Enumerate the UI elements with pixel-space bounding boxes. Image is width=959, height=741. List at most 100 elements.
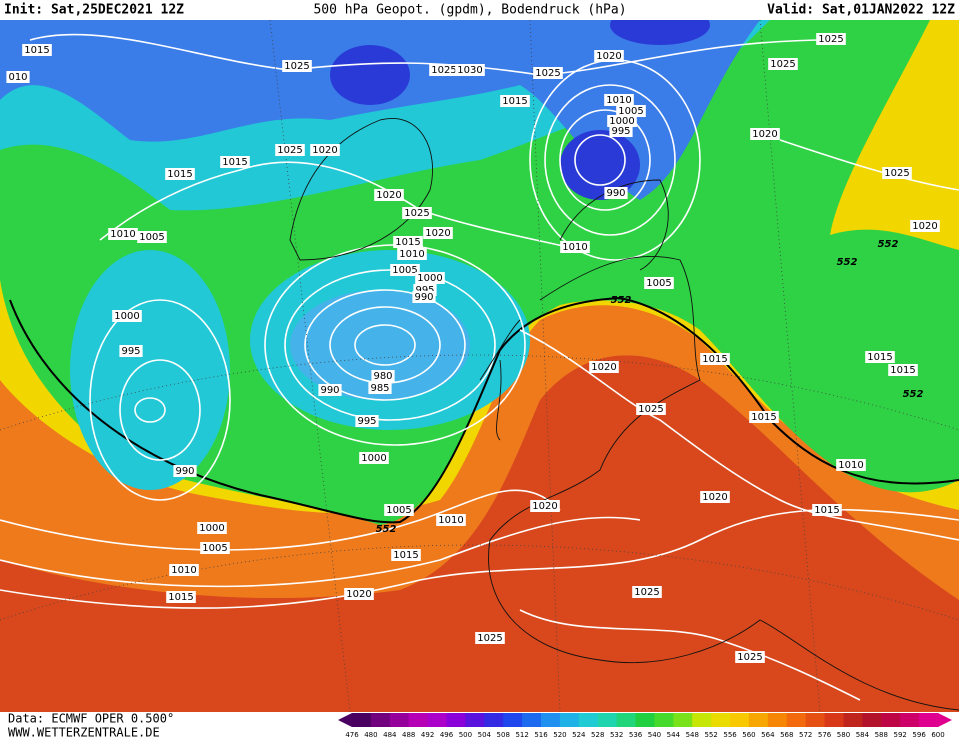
isobar-label: 1025 xyxy=(634,587,659,598)
colorbar-label: 500 xyxy=(459,731,472,739)
isobar-label: 552 xyxy=(878,239,899,250)
isobar-label: 990 xyxy=(320,385,339,396)
colorbar-swatch xyxy=(408,713,429,727)
label-box xyxy=(436,514,466,526)
label-box xyxy=(882,167,912,179)
colorbar-swatch xyxy=(805,713,826,727)
isobar-label: 1010 xyxy=(838,460,863,471)
label-box xyxy=(22,44,52,56)
label-box xyxy=(533,67,563,79)
label-box xyxy=(397,248,427,260)
label-box xyxy=(609,125,633,137)
colorbar-swatch xyxy=(673,713,693,727)
label-box xyxy=(374,189,404,201)
colorbar-label: 512 xyxy=(515,731,528,739)
isobar-label: 1025 xyxy=(431,65,456,76)
colorbar-end xyxy=(338,713,352,727)
label-box xyxy=(475,632,505,644)
colorbar-label: 584 xyxy=(856,731,870,739)
isobar-label: 010 xyxy=(8,72,27,83)
isobar-label: 1025 xyxy=(477,633,502,644)
label-box xyxy=(455,64,485,76)
isobar-label: 1005 xyxy=(392,265,417,276)
colorbar-label: 556 xyxy=(723,731,737,739)
colorbar-swatch xyxy=(824,713,844,727)
isobar-label: 1010 xyxy=(399,249,424,260)
isobar-label: 990 xyxy=(414,292,433,303)
colorbar-swatch xyxy=(389,713,410,727)
label-box xyxy=(607,115,637,127)
label-box xyxy=(137,231,167,243)
isobar-label: 1020 xyxy=(596,51,621,62)
isobar-label: 1005 xyxy=(386,505,411,516)
field-deepblue xyxy=(330,45,410,105)
isobar-label: 1005 xyxy=(139,232,164,243)
label-box xyxy=(604,187,628,199)
isobar-label: 1025 xyxy=(535,68,560,79)
label-box xyxy=(173,465,197,477)
label-box xyxy=(910,220,940,232)
isobar-label: 1020 xyxy=(346,589,371,600)
isobar-label: 552 xyxy=(837,257,858,268)
isobar-label: 1025 xyxy=(638,404,663,415)
colorbar-label: 568 xyxy=(780,731,793,739)
isobar-label: 1010 xyxy=(110,229,135,240)
isobar-label: 1005 xyxy=(202,543,227,554)
colorbar-label: 540 xyxy=(648,731,661,739)
label-box xyxy=(865,351,895,363)
colorbar-swatch xyxy=(465,713,485,727)
label-box xyxy=(616,105,646,117)
colorbar-swatch xyxy=(900,713,920,727)
label-box xyxy=(390,264,420,276)
label-box xyxy=(589,361,619,373)
isobar-label: 1015 xyxy=(167,169,192,180)
colorbar-label: 548 xyxy=(686,731,699,739)
label-box xyxy=(282,60,312,72)
label-box xyxy=(429,64,459,76)
label-box xyxy=(816,33,846,45)
valid-time: Valid: Sat,01JAN2022 12Z xyxy=(767,3,955,18)
isobar-label: 552 xyxy=(903,389,924,400)
field-green-east xyxy=(840,250,959,410)
colorbar-label: 488 xyxy=(402,731,415,739)
label-box xyxy=(6,71,30,83)
isobar-label: 1015 xyxy=(393,550,418,561)
colorbar-swatch xyxy=(881,713,901,727)
isobar-label: 1000 xyxy=(114,311,139,322)
field-cyan-west xyxy=(70,250,230,490)
colorbar-swatch xyxy=(730,713,750,727)
isobar-label: 1010 xyxy=(438,515,463,526)
colorbar-label: 588 xyxy=(875,731,888,739)
label-box xyxy=(749,411,779,423)
colorbar-swatch xyxy=(748,713,769,727)
colorbar-label: 480 xyxy=(364,731,377,739)
colorbar-label: 592 xyxy=(894,731,907,739)
label-box xyxy=(415,272,445,284)
isobar-label: 1030 xyxy=(457,65,482,76)
colorbar-label: 504 xyxy=(478,731,492,739)
colorbar-swatch xyxy=(692,713,712,727)
isobar-label: 995 xyxy=(357,416,376,427)
colorbar-swatch xyxy=(352,713,372,727)
colorbar-swatch xyxy=(654,713,674,727)
colorbar-label: 580 xyxy=(837,731,850,739)
label-box xyxy=(197,522,227,534)
colorbar-label: 532 xyxy=(610,731,623,739)
isobar-label: 1000 xyxy=(199,523,224,534)
isobar-label: 985 xyxy=(370,383,389,394)
colorbar-label: 552 xyxy=(704,731,717,739)
isobar-label: 1010 xyxy=(171,565,196,576)
isobar-label: 552 xyxy=(376,524,397,535)
colorbar-label: 520 xyxy=(553,731,566,739)
colorbar-label: 576 xyxy=(818,731,832,739)
colorbar-swatch xyxy=(541,713,561,727)
isobar-label: 1015 xyxy=(168,592,193,603)
isobar-label: 1025 xyxy=(884,168,909,179)
map-title: 500 hPa Geopot. (gpdm), Bodendruck (hPa) xyxy=(313,3,626,18)
colorbar-label: 560 xyxy=(742,731,755,739)
colorbar-swatch xyxy=(843,713,863,727)
label-box xyxy=(700,491,730,503)
label-box xyxy=(344,588,374,600)
